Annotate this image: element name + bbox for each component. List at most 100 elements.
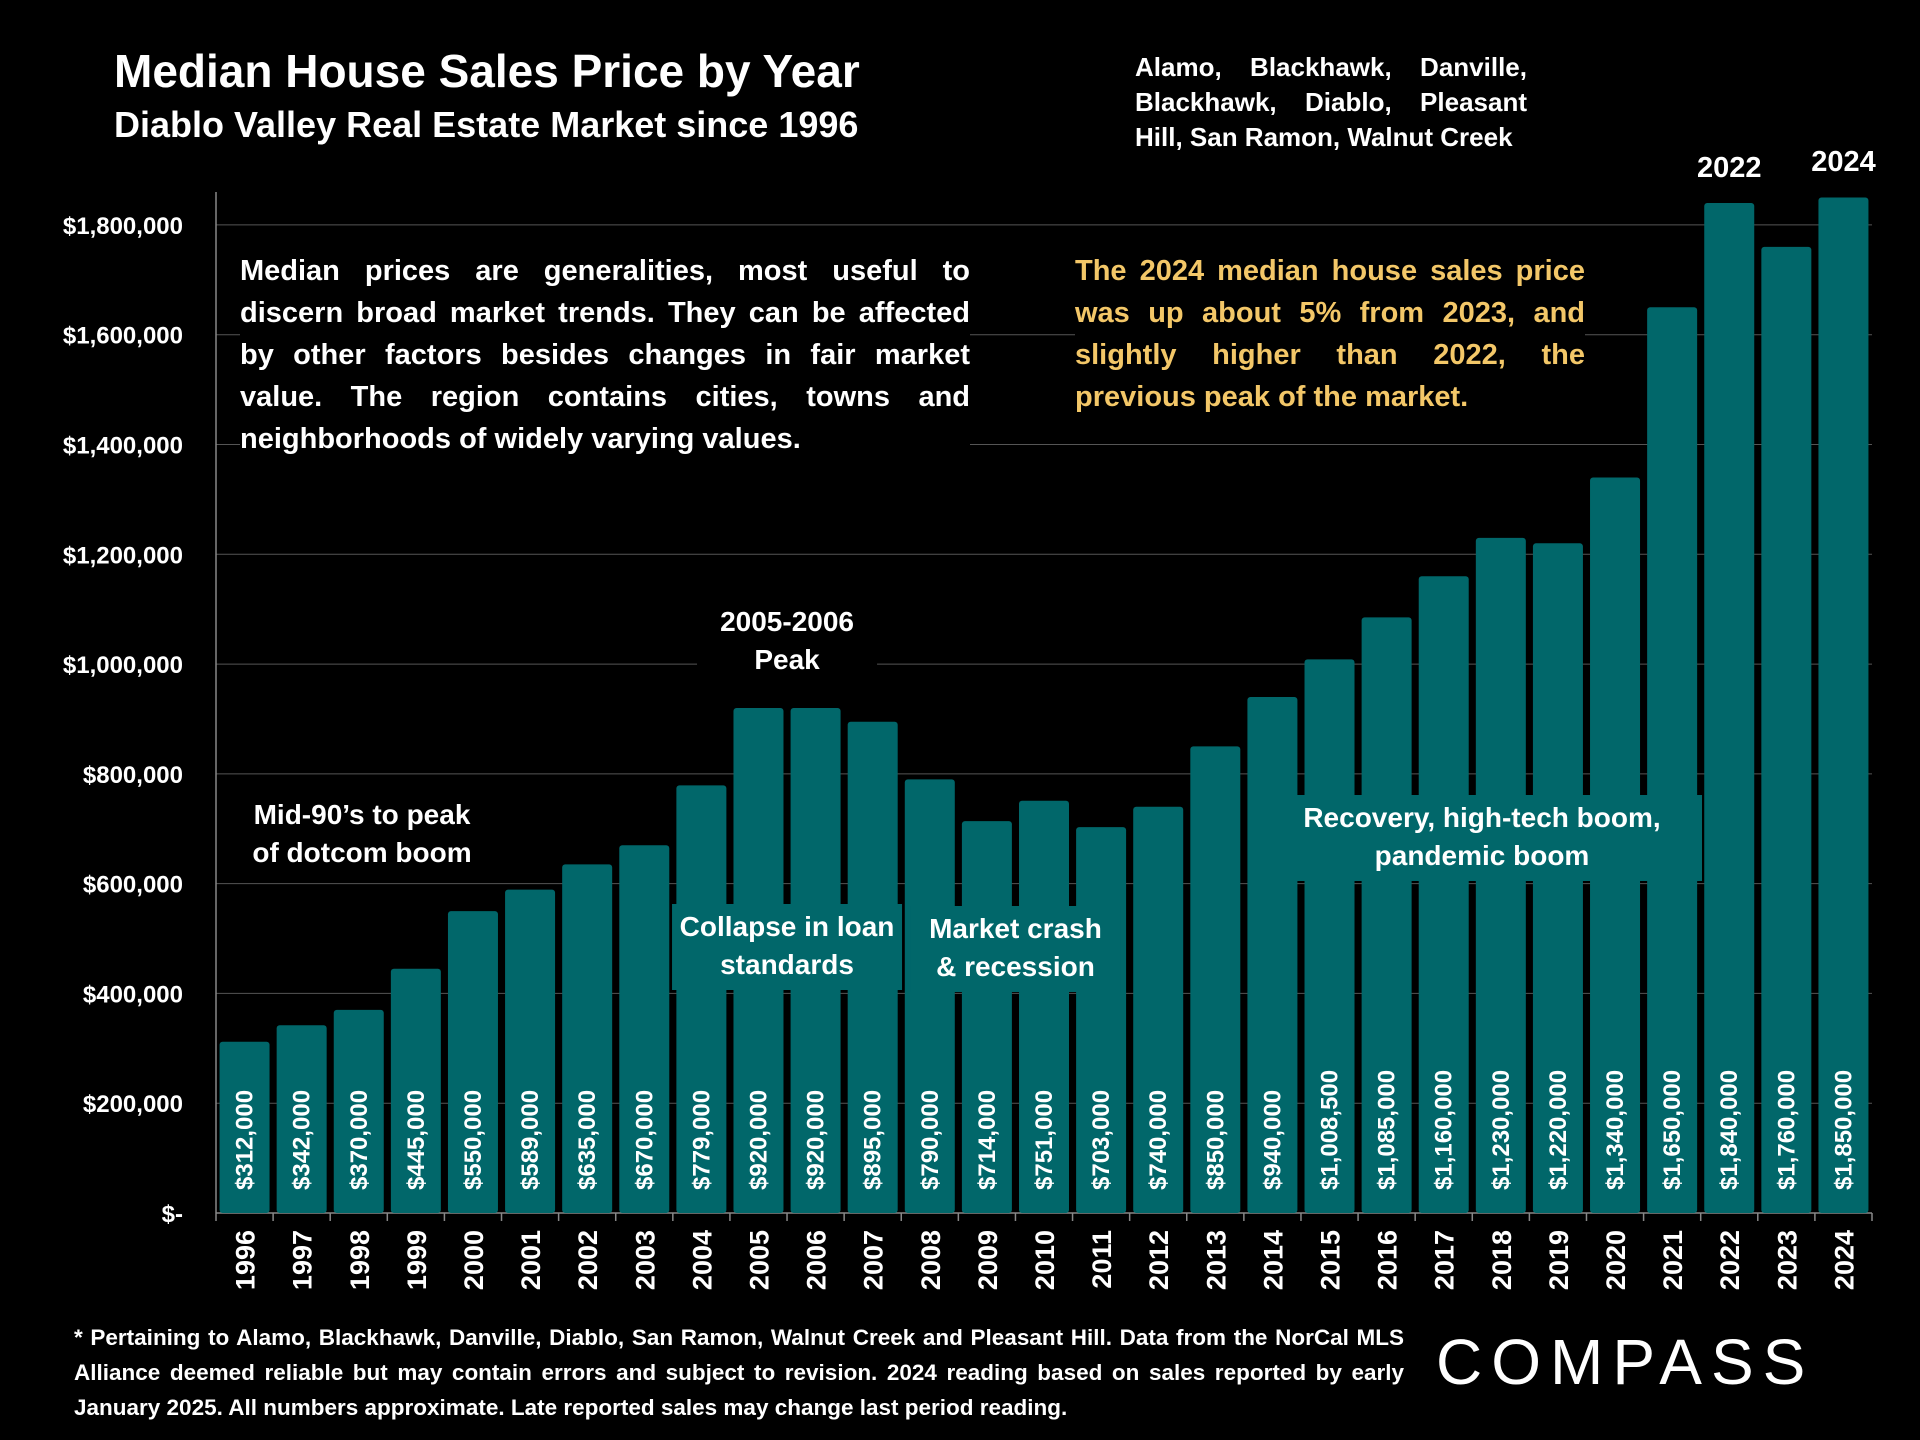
- data-label: $920,000: [803, 1090, 830, 1190]
- y-tick-label: $400,000: [83, 981, 183, 1008]
- data-label: $342,000: [289, 1090, 316, 1190]
- x-tick-label: 2016: [1373, 1230, 1403, 1290]
- bar: [1818, 197, 1869, 1213]
- bar: [276, 1025, 327, 1213]
- data-label: $714,000: [974, 1090, 1001, 1190]
- annotation-crash: & recession: [936, 951, 1095, 982]
- bar: [1418, 576, 1469, 1213]
- annotation-recovery-box: [1262, 795, 1702, 881]
- data-label: $1,840,000: [1716, 1070, 1743, 1190]
- x-tick-label: 2020: [1601, 1230, 1631, 1290]
- annotation-collapse: standards: [720, 949, 854, 980]
- data-label: $751,000: [1031, 1090, 1058, 1190]
- bar: [505, 889, 556, 1213]
- annotation-crash-box: [910, 906, 1121, 992]
- bar: [1647, 307, 1698, 1214]
- data-label: $1,230,000: [1488, 1070, 1515, 1190]
- x-tick-label: 2008: [916, 1230, 946, 1290]
- y-tick-label: $1,000,000: [63, 652, 183, 679]
- footnote: * Pertaining to Alamo, Blackhawk, Danvil…: [74, 1325, 1404, 1420]
- annotation-recovery: Recovery, high-tech boom,: [1303, 802, 1660, 833]
- x-tick-label: 2007: [859, 1230, 889, 1290]
- x-tick-label: 1997: [288, 1230, 318, 1290]
- bar: [619, 845, 670, 1213]
- y-tick-label: $1,800,000: [63, 213, 183, 240]
- callout-2024: The 2024 median house sales price was up…: [1075, 250, 1585, 418]
- x-tick-label: 2002: [573, 1230, 603, 1290]
- y-tick-label: $1,600,000: [63, 323, 183, 350]
- bar: [447, 911, 498, 1213]
- data-label: $312,000: [232, 1090, 259, 1190]
- annotation-dotcom: of dotcom boom: [252, 837, 471, 868]
- data-label: $779,000: [688, 1090, 715, 1190]
- data-label: $635,000: [574, 1090, 601, 1190]
- annotation-peak: 2005-2006: [720, 606, 854, 637]
- x-tick-label: 2003: [630, 1230, 660, 1290]
- bar: [562, 864, 613, 1213]
- x-tick-label: 2014: [1258, 1230, 1288, 1290]
- annotation-dotcom: Mid-90’s to peak: [254, 799, 471, 830]
- y-tick-label: $600,000: [83, 872, 183, 899]
- y-tick-label: $-: [162, 1201, 183, 1228]
- regions-list: Alamo, Blackhawk, Danville, Blackhawk, D…: [1135, 52, 1527, 152]
- bar: [1761, 246, 1812, 1214]
- data-label: $1,760,000: [1773, 1070, 1800, 1190]
- annotation-recovery: pandemic boom: [1375, 840, 1590, 871]
- x-tick-label: 2021: [1658, 1230, 1688, 1290]
- data-label: $790,000: [917, 1090, 944, 1190]
- data-label: $1,220,000: [1545, 1070, 1572, 1190]
- data-label: $1,008,500: [1317, 1070, 1344, 1190]
- x-tick-label: 1998: [345, 1230, 375, 1290]
- bar: [1190, 746, 1241, 1213]
- top-label-2022: 2022: [1697, 152, 1762, 184]
- x-tick-label: 2005: [744, 1230, 774, 1290]
- bar: [1019, 800, 1069, 1213]
- x-tick-label: 2006: [802, 1230, 832, 1290]
- y-tick-label: $200,000: [83, 1091, 183, 1118]
- x-tick-label: 2015: [1316, 1230, 1346, 1290]
- bar: [1704, 202, 1755, 1213]
- data-label: $1,650,000: [1659, 1070, 1686, 1190]
- annotation-peak-box: [697, 599, 878, 685]
- data-label: $1,085,000: [1374, 1070, 1401, 1190]
- x-tick-label: 2022: [1715, 1230, 1745, 1290]
- x-tick-label: 2011: [1087, 1230, 1117, 1289]
- bar: [1361, 617, 1412, 1213]
- annotation-collapse: Collapse in loan: [680, 911, 895, 942]
- data-label: $850,000: [1202, 1090, 1229, 1190]
- data-label: $589,000: [517, 1090, 544, 1190]
- data-label: $670,000: [631, 1090, 658, 1190]
- y-tick-label: $800,000: [83, 762, 183, 789]
- compass-logo: COMPASS: [1436, 1326, 1815, 1398]
- chart-title: Median House Sales Price by Year: [114, 45, 860, 97]
- data-label: $703,000: [1088, 1090, 1115, 1190]
- bar: [904, 779, 955, 1213]
- bar: [676, 785, 727, 1213]
- x-tick-label: 2019: [1544, 1230, 1574, 1290]
- x-tick-label: 1999: [402, 1230, 432, 1290]
- y-tick-label: $1,200,000: [63, 542, 183, 569]
- bar: [333, 1009, 384, 1213]
- x-tick-label: 2024: [1829, 1230, 1859, 1290]
- data-label: $920,000: [745, 1090, 772, 1190]
- data-label: $1,850,000: [1830, 1070, 1857, 1190]
- x-tick-label: 2004: [687, 1230, 717, 1290]
- x-tick-label: 2001: [516, 1230, 546, 1290]
- top-label-2024: 2024: [1811, 146, 1876, 178]
- x-tick-label: 2018: [1487, 1230, 1517, 1290]
- chart-subtitle: Diablo Valley Real Estate Market since 1…: [114, 104, 859, 145]
- bar: [1133, 806, 1184, 1213]
- x-tick-label: 2000: [459, 1230, 489, 1290]
- data-label: $940,000: [1259, 1090, 1286, 1190]
- data-label: $740,000: [1145, 1090, 1172, 1190]
- x-tick-label: 2023: [1772, 1230, 1802, 1290]
- annotation-crash: Market crash: [929, 913, 1102, 944]
- data-label: $550,000: [460, 1090, 487, 1190]
- bar: [219, 1041, 270, 1213]
- data-label: $445,000: [403, 1090, 430, 1190]
- data-label: $895,000: [860, 1090, 887, 1190]
- data-label: $1,340,000: [1602, 1070, 1629, 1190]
- market-note: Median prices are generalities, most use…: [240, 250, 970, 460]
- bar: [390, 968, 441, 1213]
